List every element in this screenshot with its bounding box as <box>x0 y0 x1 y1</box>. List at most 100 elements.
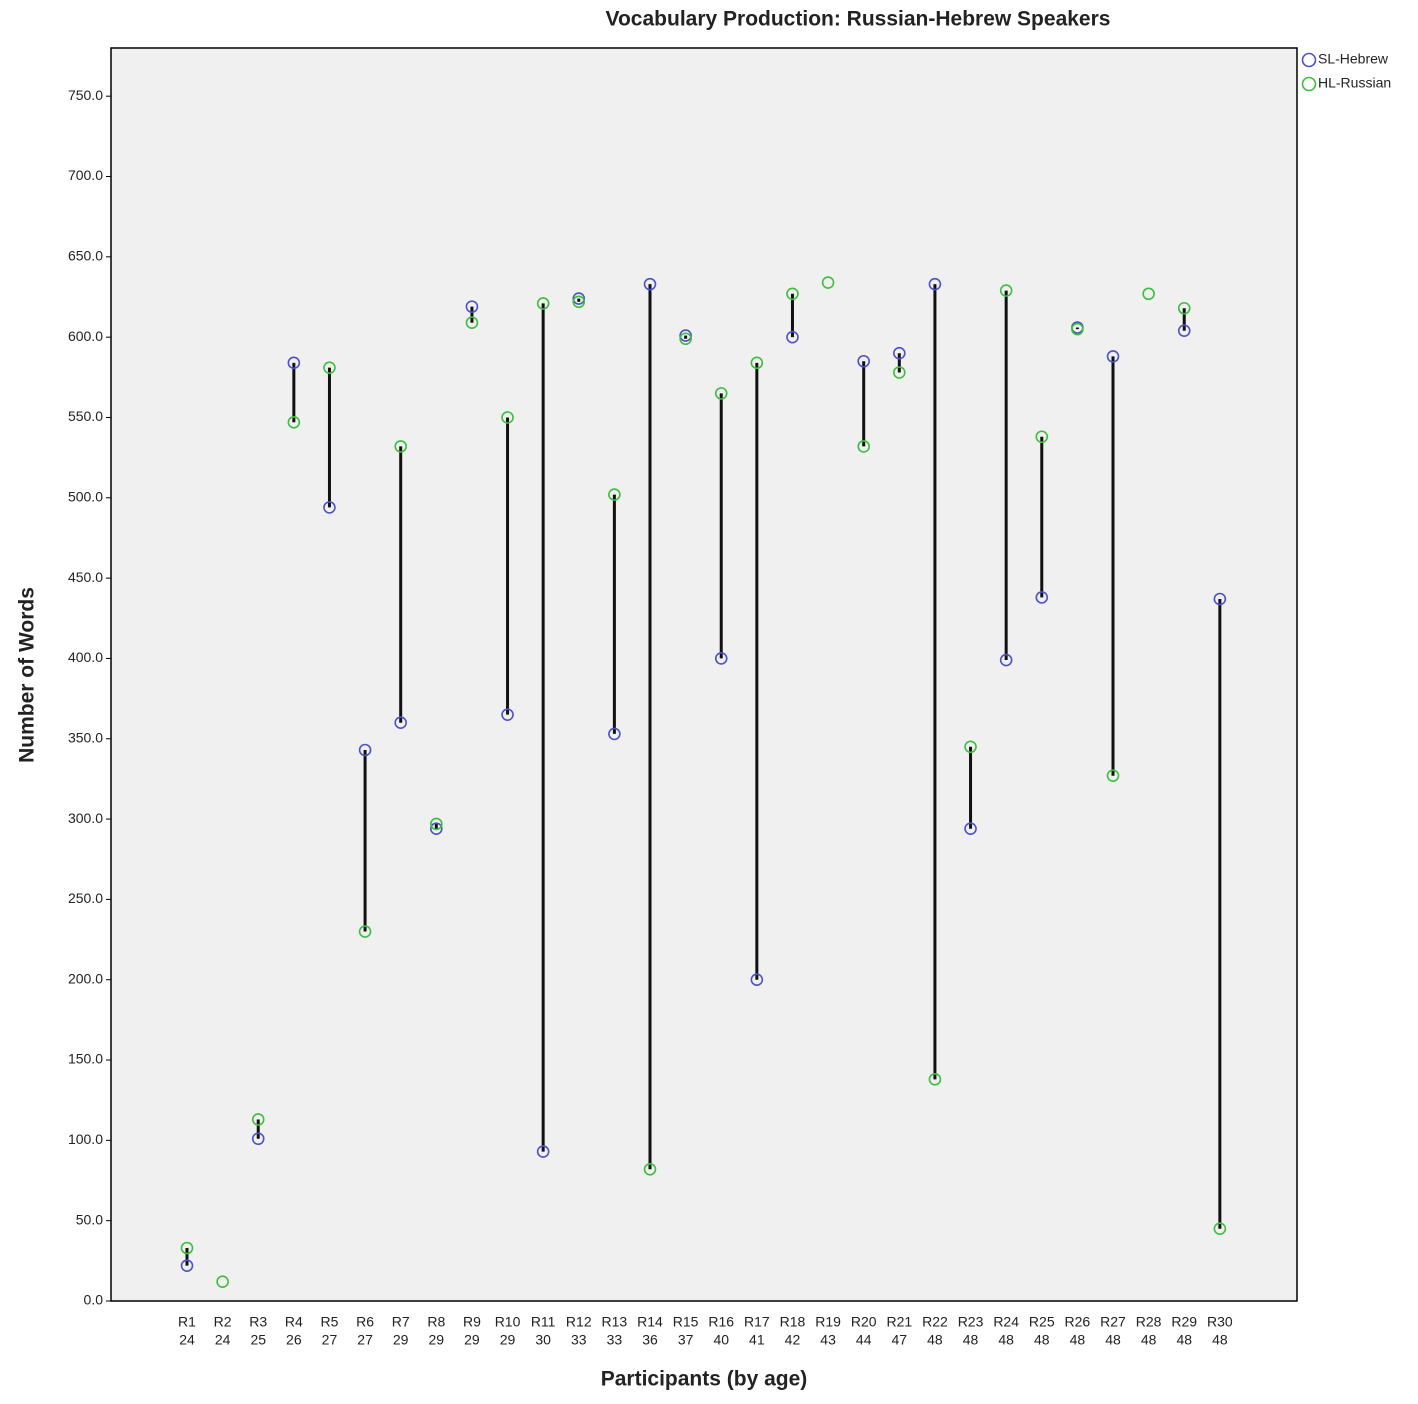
x-tick-label: R3 <box>249 1314 267 1330</box>
point <box>714 387 728 400</box>
point <box>1106 350 1120 363</box>
point <box>572 292 586 305</box>
y-tick-label: 150.0 <box>68 1051 103 1067</box>
point <box>608 488 621 501</box>
x-tick-age: 48 <box>1105 1332 1121 1348</box>
x-tick-age: 29 <box>464 1332 480 1348</box>
y-axis-label: Number of Words <box>16 587 39 763</box>
y-tick-label: 550.0 <box>68 408 103 424</box>
plot-area <box>110 47 1298 1302</box>
point <box>608 727 621 741</box>
point <box>750 973 764 987</box>
x-tick-label: R17 <box>744 1314 770 1330</box>
point <box>287 356 301 370</box>
point <box>1035 591 1049 604</box>
x-tick-age: 48 <box>1034 1332 1050 1348</box>
point <box>323 501 336 514</box>
x-tick-label: R9 <box>463 1314 481 1330</box>
point <box>893 366 906 379</box>
x-tick-label: R8 <box>427 1314 445 1330</box>
legend-marker <box>1301 76 1317 92</box>
point <box>501 708 514 721</box>
point <box>216 1275 229 1289</box>
point <box>287 415 301 429</box>
x-tick-label: R28 <box>1136 1314 1162 1330</box>
point <box>394 716 407 729</box>
x-tick-age: 43 <box>820 1332 836 1348</box>
point <box>857 354 870 368</box>
point <box>430 822 443 836</box>
point <box>1213 1222 1227 1236</box>
x-tick-age: 48 <box>1070 1332 1086 1348</box>
x-tick-label: R18 <box>780 1314 806 1330</box>
point <box>465 316 479 329</box>
point <box>536 297 550 310</box>
point <box>893 346 906 360</box>
x-tick-age: 25 <box>250 1332 266 1348</box>
point <box>536 1145 550 1158</box>
point <box>999 653 1013 667</box>
x-tick-age: 27 <box>357 1332 373 1348</box>
y-tick-label: 400.0 <box>68 649 103 665</box>
point <box>679 329 692 342</box>
x-tick-label: R13 <box>602 1314 628 1330</box>
x-tick-age: 42 <box>785 1332 801 1348</box>
point <box>1071 322 1084 336</box>
point <box>1213 592 1227 606</box>
legend-marker <box>1301 52 1317 68</box>
x-tick-age: 48 <box>1212 1332 1228 1348</box>
point <box>394 440 407 453</box>
point <box>750 356 764 370</box>
y-tick-label: 700.0 <box>68 167 103 183</box>
x-tick-label: R7 <box>392 1314 410 1330</box>
x-tick-label: R5 <box>321 1314 339 1330</box>
y-tick-label: 300.0 <box>68 810 103 826</box>
point <box>251 1132 265 1146</box>
x-tick-label: R12 <box>566 1314 592 1330</box>
x-tick-age: 36 <box>642 1332 658 1348</box>
point <box>999 284 1013 297</box>
x-tick-label: R22 <box>922 1314 948 1330</box>
point <box>857 440 870 453</box>
point <box>643 277 657 291</box>
x-tick-age: 26 <box>286 1332 302 1348</box>
point <box>501 411 514 424</box>
y-tick-label: 0.0 <box>84 1292 104 1308</box>
y-tick-label: 350.0 <box>68 729 103 745</box>
y-tick-label: 500.0 <box>68 488 103 504</box>
point <box>1142 287 1155 301</box>
x-tick-age: 24 <box>179 1332 195 1348</box>
x-tick-label: R14 <box>637 1314 663 1330</box>
x-tick-label: R6 <box>356 1314 374 1330</box>
x-tick-age: 30 <box>535 1332 551 1348</box>
point <box>679 332 692 346</box>
x-tick-age: 29 <box>500 1332 516 1348</box>
x-tick-age: 48 <box>1141 1332 1157 1348</box>
legend-label: HL-Russian <box>1318 75 1391 91</box>
point <box>786 287 799 301</box>
x-tick-age: 48 <box>998 1332 1014 1348</box>
point <box>928 277 942 291</box>
y-tick-label: 750.0 <box>68 87 103 103</box>
chart-title: Vocabulary Production: Russian-Hebrew Sp… <box>606 8 1111 31</box>
x-tick-age: 41 <box>749 1332 765 1348</box>
point <box>1177 324 1191 338</box>
y-tick-label: 200.0 <box>68 970 103 986</box>
legend-label: SL-Hebrew <box>1318 51 1389 67</box>
x-tick-label: R20 <box>851 1314 877 1330</box>
point <box>465 300 479 313</box>
x-tick-age: 27 <box>322 1332 338 1348</box>
x-tick-age: 48 <box>963 1332 979 1348</box>
x-tick-label: R19 <box>815 1314 841 1330</box>
point <box>572 295 586 309</box>
point <box>1177 301 1191 315</box>
point <box>821 276 835 289</box>
point <box>358 743 372 757</box>
point <box>323 361 336 374</box>
x-tick-label: R1 <box>178 1314 196 1330</box>
y-tick-label: 50.0 <box>76 1211 103 1227</box>
y-tick-label: 100.0 <box>68 1131 103 1147</box>
y-tick-label: 650.0 <box>68 248 103 264</box>
x-tick-age: 33 <box>571 1332 587 1348</box>
